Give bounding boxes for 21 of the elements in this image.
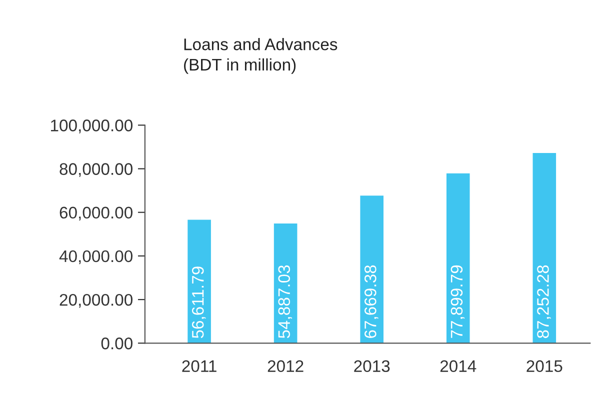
y-tick-label: 40,000.00 [59, 250, 132, 264]
x-tick-label: 2015 [526, 360, 562, 372]
bar [532, 152, 556, 344]
data-label: 87,252.28 [537, 265, 551, 338]
y-tick-label: 60,000.00 [60, 206, 132, 221]
x-tick-label: 2011 [182, 360, 216, 372]
data-label: 67,669.38 [364, 265, 378, 338]
data-label: 77,899.79 [450, 265, 465, 338]
bar [188, 220, 211, 344]
y-tick-label: 80,000.00 [60, 163, 132, 177]
bar [360, 196, 384, 344]
bar [446, 173, 470, 344]
x-tick-label: 2012 [268, 360, 304, 372]
data-label: 54,887.03 [278, 265, 292, 338]
chart-title: Loans and Advances (BDT in million) [184, 38, 338, 74]
y-tick-label: 100,000.00 [51, 120, 132, 134]
x-tick-label: 2014 [440, 360, 476, 372]
y-tick-label: 20,000.00 [60, 294, 132, 308]
y-tick-label: 0.00 [101, 338, 132, 350]
data-label: 56,611.79 [192, 266, 206, 338]
x-tick-label: 2013 [354, 360, 390, 372]
